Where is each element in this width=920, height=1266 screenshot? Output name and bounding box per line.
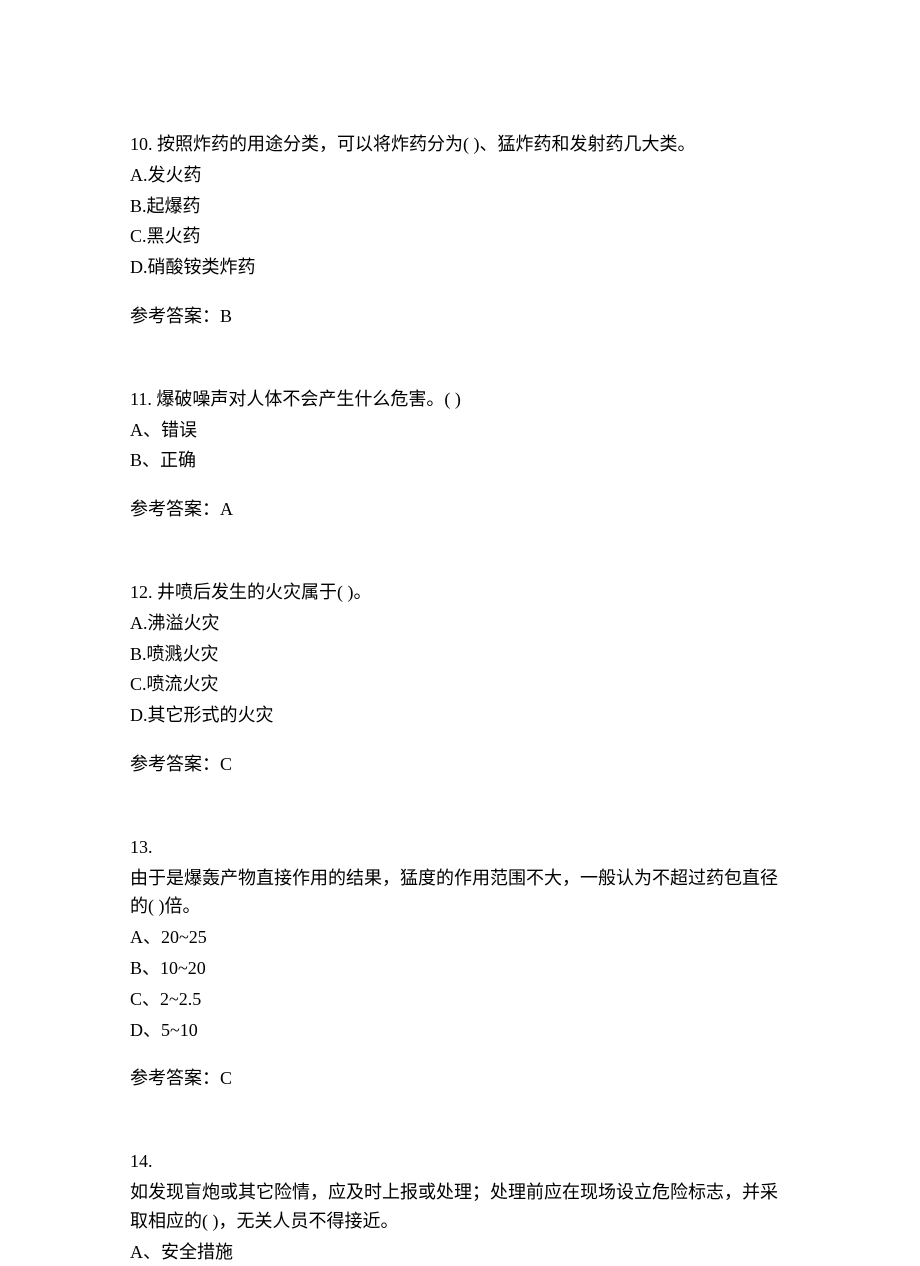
answer-line: 参考答案：A xyxy=(130,495,790,524)
option-c: C.黑火药 xyxy=(130,222,790,251)
option-b: B、10~20 xyxy=(130,954,790,983)
question-10: 10. 按照炸药的用途分类，可以将炸药分为( )、猛炸药和发射药几大类。 A.发… xyxy=(130,130,790,331)
question-11: 11. 爆破噪声对人体不会产生什么危害。( ) A、错误 B、正确 参考答案：A xyxy=(130,385,790,524)
answer-line: 参考答案：C xyxy=(130,1064,790,1093)
option-a: A、错误 xyxy=(130,416,790,445)
option-b: B、正确 xyxy=(130,446,790,475)
question-number: 10. xyxy=(130,134,153,154)
question-number: 11. xyxy=(130,389,152,409)
question-11-text: 11. 爆破噪声对人体不会产生什么危害。( ) xyxy=(130,385,790,414)
question-10-text: 10. 按照炸药的用途分类，可以将炸药分为( )、猛炸药和发射药几大类。 xyxy=(130,130,790,159)
answer-line: 参考答案：C xyxy=(130,750,790,779)
answer-label: 参考答案： xyxy=(130,306,220,326)
option-c: C、2~2.5 xyxy=(130,985,790,1014)
question-stem: 按照炸药的用途分类，可以将炸药分为( )、猛炸药和发射药几大类。 xyxy=(157,134,696,154)
question-13-number-line: 13. xyxy=(130,833,790,862)
option-b: B.起爆药 xyxy=(130,192,790,221)
answer-value: C xyxy=(220,1068,232,1088)
question-13-text: 由于是爆轰产物直接作用的结果，猛度的作用范围不大，一般认为不超过药包直径的( )… xyxy=(130,864,790,922)
question-14: 14. 如发现盲炮或其它险情，应及时上报或处理；处理前应在现场设立危险标志，并采… xyxy=(130,1147,790,1266)
answer-label: 参考答案： xyxy=(130,499,220,519)
option-b: B.喷溅火灾 xyxy=(130,640,790,669)
option-d: D、5~10 xyxy=(130,1016,790,1045)
question-number: 13. xyxy=(130,837,153,857)
answer-label: 参考答案： xyxy=(130,1068,220,1088)
question-stem: 井喷后发生的火灾属于( )。 xyxy=(157,582,372,602)
answer-value: B xyxy=(220,306,232,326)
option-d: D.硝酸铵类炸药 xyxy=(130,253,790,282)
question-12: 12. 井喷后发生的火灾属于( )。 A.沸溢火灾 B.喷溅火灾 C.喷流火灾 … xyxy=(130,578,790,779)
option-a: A、安全措施 xyxy=(130,1238,790,1266)
question-14-text: 如发现盲炮或其它险情，应及时上报或处理；处理前应在现场设立危险标志，并采取相应的… xyxy=(130,1178,790,1236)
question-12-text: 12. 井喷后发生的火灾属于( )。 xyxy=(130,578,790,607)
question-stem: 爆破噪声对人体不会产生什么危害。( ) xyxy=(156,389,461,409)
question-number: 12. xyxy=(130,582,153,602)
answer-value: C xyxy=(220,754,232,774)
answer-line: 参考答案：B xyxy=(130,302,790,331)
option-d: D.其它形式的火灾 xyxy=(130,701,790,730)
question-number: 14. xyxy=(130,1151,153,1171)
option-a: A.发火药 xyxy=(130,161,790,190)
option-a: A、20~25 xyxy=(130,923,790,952)
question-13: 13. 由于是爆轰产物直接作用的结果，猛度的作用范围不大，一般认为不超过药包直径… xyxy=(130,833,790,1093)
option-c: C.喷流火灾 xyxy=(130,670,790,699)
option-a: A.沸溢火灾 xyxy=(130,609,790,638)
question-14-number-line: 14. xyxy=(130,1147,790,1176)
answer-label: 参考答案： xyxy=(130,754,220,774)
answer-value: A xyxy=(220,499,233,519)
